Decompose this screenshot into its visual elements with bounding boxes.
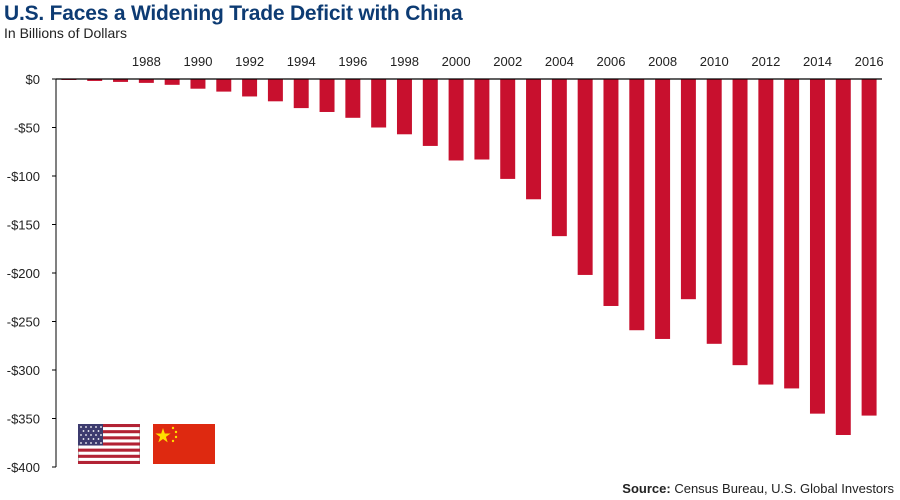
bar-2002 xyxy=(500,79,516,179)
bar-2000 xyxy=(448,79,464,161)
china-flag-icon xyxy=(153,424,215,464)
bar-2011 xyxy=(732,79,748,366)
y-tick-label: -$250 xyxy=(7,315,40,330)
bar-2015 xyxy=(835,79,851,435)
source-text: Census Bureau, U.S. Global Investors xyxy=(674,481,894,496)
bar-2006 xyxy=(603,79,619,306)
bar-1995 xyxy=(319,79,335,112)
x-tick-label: 2014 xyxy=(803,54,832,69)
x-tick-label: 1998 xyxy=(390,54,419,69)
bar-2012 xyxy=(758,79,774,385)
bar-1986 xyxy=(87,79,103,81)
x-tick-label: 2008 xyxy=(648,54,677,69)
bar-1992 xyxy=(242,79,258,97)
bar-1994 xyxy=(293,79,309,109)
bar-2016 xyxy=(861,79,877,416)
bar-1999 xyxy=(422,79,438,146)
y-tick-label: -$300 xyxy=(7,363,40,378)
y-tick-label: -$350 xyxy=(7,412,40,427)
x-tick-label: 2016 xyxy=(855,54,884,69)
bar-1991 xyxy=(216,79,232,92)
x-tick-label: 1992 xyxy=(235,54,264,69)
bar-2014 xyxy=(809,79,825,414)
bar-1989 xyxy=(164,79,180,85)
bar-2010 xyxy=(706,79,722,344)
x-axis: 1988 1990 1992 1994 1996 1998 2000 2002 2004 2006… xyxy=(56,54,884,80)
bar-2003 xyxy=(526,79,542,200)
y-tick-label: -$150 xyxy=(7,218,40,233)
chart-subtitle: In Billions of Dollars xyxy=(4,25,127,41)
bar-1998 xyxy=(396,79,412,135)
x-tick-label: 2002 xyxy=(493,54,522,69)
bar-1996 xyxy=(345,79,361,118)
y-tick-label: $0 xyxy=(26,72,40,87)
y-tick-label: -$50 xyxy=(14,121,40,136)
bar-2013 xyxy=(784,79,800,389)
bar-1993 xyxy=(267,79,283,102)
y-axis: $0 -$50 -$100 -$150 -$200 -$250 -$300 -$350 -$40… xyxy=(7,72,57,475)
y-tick-label: -$400 xyxy=(7,460,40,475)
chart-title: U.S. Faces a Widening Trade Deficit with… xyxy=(4,2,463,25)
bar-1997 xyxy=(371,79,387,128)
us-flag-icon xyxy=(78,424,140,464)
x-tick-label: 1996 xyxy=(338,54,367,69)
bar-2001 xyxy=(474,79,490,160)
x-tick-label: 2000 xyxy=(442,54,471,69)
y-tick-label: -$200 xyxy=(7,266,40,281)
x-tick-label: 2012 xyxy=(751,54,780,69)
x-tick-label: 1994 xyxy=(287,54,316,69)
bar-2008 xyxy=(655,79,671,339)
bar-2007 xyxy=(629,79,645,331)
bar-1988 xyxy=(138,79,154,83)
bar-series xyxy=(61,79,877,435)
bar-1990 xyxy=(190,79,206,89)
y-tick-label: -$100 xyxy=(7,169,40,184)
source-label: Source: xyxy=(622,481,671,496)
source-note: Source: Census Bureau, U.S. Global Inves… xyxy=(622,481,894,496)
bar-2009 xyxy=(680,79,696,300)
x-tick-label: 2006 xyxy=(597,54,626,69)
x-tick-label: 1990 xyxy=(184,54,213,69)
x-tick-label: 2010 xyxy=(700,54,729,69)
x-tick-label: 1988 xyxy=(132,54,161,69)
x-tick-label: 2004 xyxy=(545,54,574,69)
bar-2005 xyxy=(577,79,593,275)
bar-1987 xyxy=(113,79,129,82)
bar-2004 xyxy=(551,79,567,237)
